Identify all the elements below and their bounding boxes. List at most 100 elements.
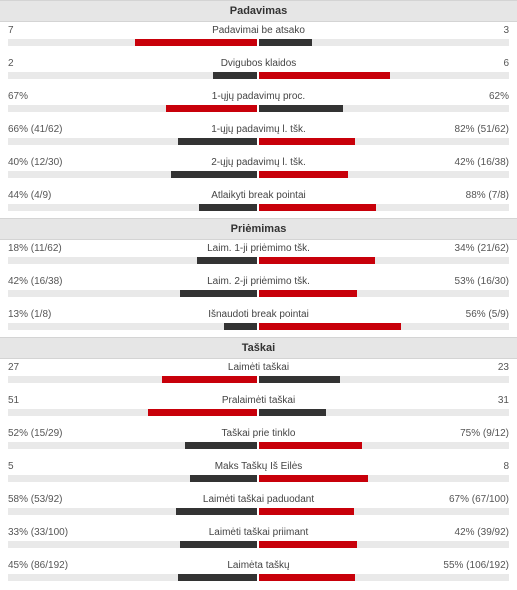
stat-row-laimeti-taskai-paduodant: 58% (53/92) Laimėti taškai paduodant 67% (… [0,490,517,522]
left-bar-track [8,257,257,264]
right-player-value: 55% (106/192) [443,560,509,571]
stat-row-maks-tasku-is-eiles: 5 Maks Taškų Iš Eilės 8 [0,457,517,489]
right-player-value: 42% (16/38) [454,157,509,168]
right-player-value: 62% [488,91,509,102]
section-header-priemimas: Priėmimas [0,218,517,240]
right-player-bar [259,409,326,416]
right-bar-track [259,409,509,416]
right-player-value: 67% (67/100) [448,494,509,505]
right-player-bar [259,72,390,79]
right-player-value: 23 [497,362,509,373]
left-player-value: 18% (11/62) [8,243,62,254]
left-bar-track [8,138,257,145]
stat-row-laim-2-ji-priemimo-tsk: 42% (16/38) Laim. 2-ji priėmimo tšk. 53% (… [0,272,517,304]
right-player-bar [259,171,348,178]
right-player-bar [259,105,343,112]
right-player-bar [259,290,357,297]
stat-label: Dvigubos klaidos [220,58,297,69]
right-bar-track [259,257,509,264]
left-bar-track [8,409,257,416]
left-bar-track [8,204,257,211]
right-player-value: 3 [503,25,509,36]
stat-row-pralaimeti-taskai: 51 Pralaimėti taškai 31 [0,391,517,423]
right-bar-track [259,204,509,211]
section-header-taskai: Taškai [0,337,517,359]
stat-row-1-uju-padavimu-l-tsk: 66% (41/62) 1-ųjų padavimų l. tšk. 82% (51… [0,120,517,152]
left-player-value: 67% [8,91,29,102]
right-bar-track [259,138,509,145]
left-player-bar [171,171,257,178]
stat-label: Padavimai be atsako [212,25,305,36]
right-player-bar [259,574,355,581]
stat-row-isnaudoti-break-pointai: 13% (1/8) Išnaudoti break pointai 56% (5/9… [0,305,517,337]
left-player-value: 66% (41/62) [8,124,63,135]
left-player-value: 42% (16/38) [8,276,63,287]
left-bar-track [8,72,257,79]
stat-label: Laimėti taškai paduodant [202,494,315,505]
left-bar-track [8,541,257,548]
left-player-value: 13% (1/8) [8,309,52,320]
left-player-value: 40% (12/30) [8,157,63,168]
stat-row-laimeti-taskai: 27 Laimėti taškai 23 [0,358,517,390]
left-player-bar [135,39,257,46]
left-player-bar [180,290,257,297]
right-bar-track [259,290,509,297]
stat-label: 1-ųjų padavimų l. tšk. [211,124,306,135]
right-player-bar [259,508,354,515]
right-player-value: 42% (39/92) [454,527,509,538]
left-bar-track [8,475,257,482]
left-player-bar [176,508,257,515]
left-bar-track [8,290,257,297]
left-bar-track [8,508,257,515]
left-player-bar [185,442,257,449]
stat-label: Laim. 2-ji priėmimo tšk. [207,276,310,287]
left-player-bar [190,475,257,482]
left-player-value: 33% (33/100) [8,527,69,538]
stat-row-padavimai-be-atsako: 7 Padavimai be atsako 3 [0,21,517,53]
right-player-bar [259,541,357,548]
left-bar-track [8,376,257,383]
right-player-value: 82% (51/62) [454,124,509,135]
left-bar-track [8,442,257,449]
right-bar-track [259,72,509,79]
right-player-value: 53% (16/30) [454,276,509,287]
stat-label: Maks Taškų Iš Eilės [214,461,303,472]
left-player-bar [197,257,257,264]
right-player-value: 75% (9/12) [460,428,509,439]
left-player-value: 58% (53/92) [8,494,63,505]
left-player-value: 51 [8,395,20,406]
right-bar-track [259,39,509,46]
right-bar-track [259,171,509,178]
left-bar-track [8,39,257,46]
left-player-bar [162,376,257,383]
stat-row-1-uju-padavimu-proc: 67% 1-ųjų padavimų proc. 62% [0,87,517,119]
right-player-bar [259,475,368,482]
stat-row-2-uju-padavimu-l-tsk: 40% (12/30) 2-ųjų padavimų l. tšk. 42% (16… [0,153,517,185]
left-player-value: 7 [8,25,14,36]
right-player-bar [259,138,355,145]
left-player-value: 52% (15/29) [8,428,63,439]
section-header-padavimas: Padavimas [0,0,517,22]
right-player-bar [259,257,375,264]
stat-label: Išnaudoti break pointai [208,309,309,320]
right-player-value: 8 [503,461,509,472]
left-bar-track [8,323,257,330]
stat-row-laimeti-taskai-priimant: 33% (33/100) Laimėti taškai priimant 42% (… [0,523,517,555]
right-player-bar [259,204,376,211]
right-player-value: 88% (7/8) [465,190,509,201]
left-bar-track [8,574,257,581]
stat-label: Atlaikyti break pointai [211,190,306,201]
left-player-bar [178,138,257,145]
right-player-value: 6 [503,58,509,69]
left-player-value: 45% (86/192) [8,560,69,571]
stat-row-atlaikyti-break-pointai: 44% (4/9) Atlaikyti break pointai 88% (7/8… [0,186,517,218]
right-player-bar [259,442,362,449]
right-bar-track [259,475,509,482]
stat-label: Laim. 1-ji priėmimo tšk. [207,243,310,254]
right-bar-track [259,508,509,515]
left-player-bar [166,105,257,112]
left-player-bar [178,574,257,581]
stat-label: Laimėti taškai priimant [208,527,309,538]
left-player-bar [180,541,257,548]
